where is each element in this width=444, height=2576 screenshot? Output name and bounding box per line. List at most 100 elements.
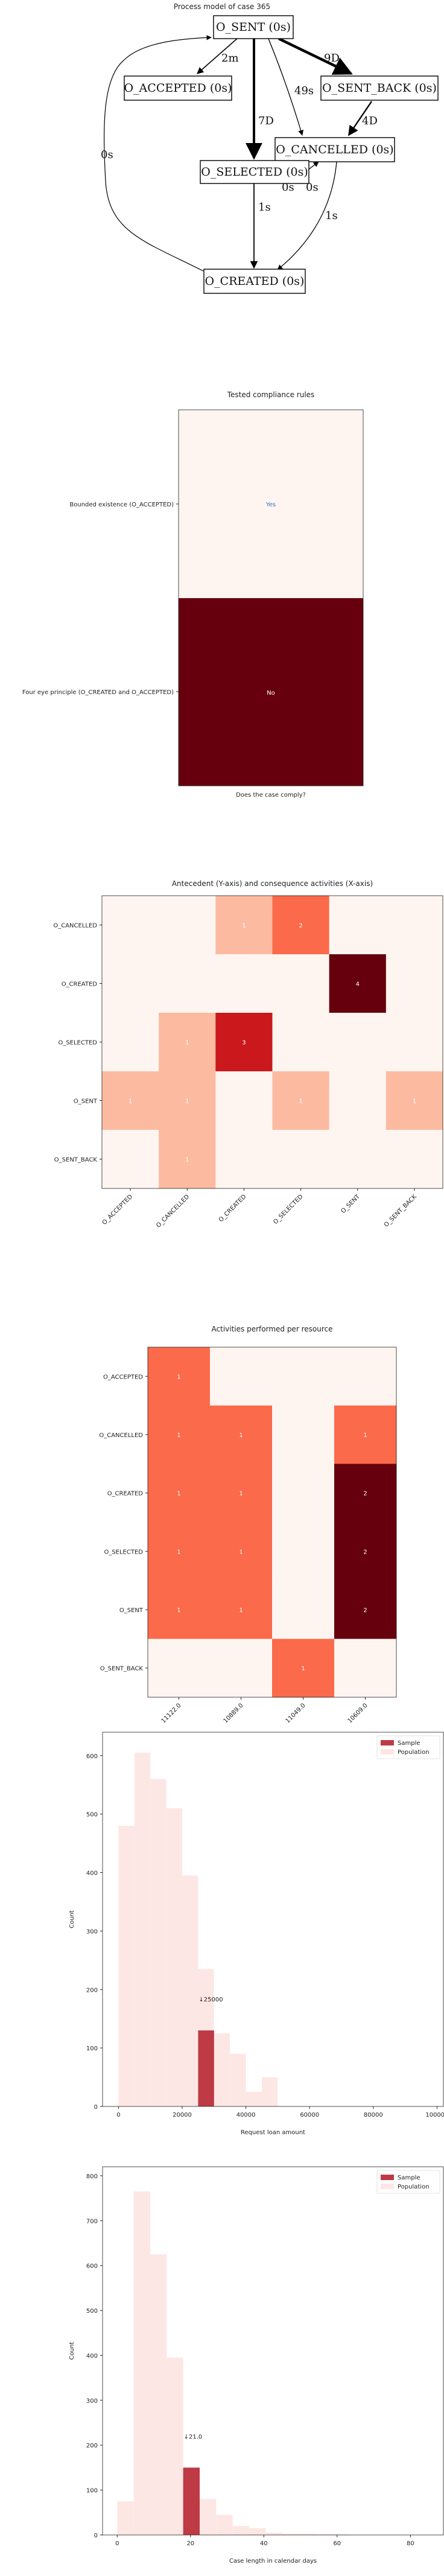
heatmap-x-tick-label: O_ACCEPTED: [101, 1193, 135, 1226]
population-bar: [216, 2514, 233, 2535]
y-tick-label: 200: [86, 1987, 98, 1994]
x-tick-label: 40: [260, 2540, 268, 2547]
heatmap-cell: [385, 1013, 443, 1072]
heatmap-cell-value: 1: [301, 1666, 305, 1672]
node-o-sent: O_SENT (0s): [213, 15, 294, 39]
heatmap-cell: [215, 1013, 273, 1072]
heatmap-cell-value: 2: [363, 1549, 367, 1555]
population-bar: [182, 1875, 198, 2106]
process-model-chart: Process model of case 365 2m 9D 7D 49s 4…: [101, 2, 439, 294]
y-axis-label: Count: [69, 1910, 75, 1928]
node-o-created: O_CREATED (0s): [203, 269, 306, 294]
edge-cancelled-created: 1s: [277, 161, 338, 270]
heatmap-cell-value: 4: [356, 981, 360, 988]
heatmap-cell: [215, 1130, 273, 1189]
node-o-selected: O_SELECTED (0s): [200, 160, 309, 184]
heatmap-y-tick-label: O_ACCEPTED: [103, 1374, 143, 1380]
heatmap-cell-value: 1: [239, 1607, 243, 1614]
compliance-x-label: Does the case comply?: [236, 792, 306, 799]
heatmap-cell: [272, 1405, 335, 1464]
x-tick-label: 0: [116, 2112, 120, 2119]
heatmap-cell-value: 3: [242, 1040, 246, 1047]
heatmap-y-tick-label: O_SENT: [74, 1098, 98, 1105]
heatmap-cell-value: 1: [239, 1549, 243, 1555]
heatmap-cell: [272, 1013, 330, 1072]
chart-resource-title: Activities performed per resource: [212, 1325, 333, 1333]
legend-swatch-population: [381, 1749, 394, 1755]
heatmap-cell: [272, 1071, 330, 1130]
svg-text:4D: 4D: [362, 115, 378, 127]
heatmap-cell-value: 1: [299, 1098, 302, 1105]
edge-selected-created: 1s: [250, 183, 271, 269]
heatmap-cell: [210, 1580, 273, 1639]
y-tick-label: 400: [86, 2353, 98, 2359]
x-tick-label: 80000: [364, 2112, 383, 2119]
heatmap-cell: [102, 1013, 159, 1072]
population-bar: [166, 2358, 183, 2535]
y-tick-label: 100: [86, 2488, 98, 2495]
y-tick-label: 500: [86, 2308, 98, 2315]
heatmap-x-tick-label: O_SENT: [340, 1193, 361, 1215]
population-bar: [282, 2533, 299, 2535]
heatmap-cell: [272, 1130, 330, 1189]
heatmap-cell-value: 2: [363, 1491, 367, 1497]
compliance-title: Tested compliance rules: [227, 391, 315, 399]
population-bar: [232, 2526, 250, 2535]
heatmap-cell: [215, 1071, 273, 1130]
heatmap-cell-value: 2: [363, 1607, 367, 1614]
population-bar: [299, 2533, 316, 2535]
svg-text:O_ACCEPTED (0s): O_ACCEPTED (0s): [124, 81, 232, 95]
heatmap-cell: [102, 954, 159, 1013]
x-tick-label: 60000: [300, 2112, 319, 2119]
legend-swatch-population: [381, 2184, 394, 2189]
x-tick-label: 40000: [236, 2112, 256, 2119]
heatmap-x-tick-label: O_SENT_BACK: [383, 1193, 418, 1228]
heatmap-cell-value: 1: [413, 1098, 416, 1105]
x-tick-label: 20000: [173, 2112, 192, 2119]
x-tick-label: 20: [186, 2540, 194, 2547]
heatmap-cell: [334, 1347, 397, 1406]
heatmap-cell-value: 1: [128, 1098, 132, 1105]
node-o-accepted: O_ACCEPTED (0s): [124, 75, 232, 101]
heatmap-cell: [102, 1071, 159, 1130]
heatmap-cell: [385, 896, 443, 955]
legend-label-sample: Sample: [398, 2175, 420, 2181]
x-tick-label: 0: [115, 2540, 119, 2547]
y-tick-label: 600: [86, 2263, 98, 2270]
sample-bar: [183, 2467, 200, 2535]
svg-text:9D: 9D: [324, 52, 340, 65]
svg-text:1s: 1s: [258, 201, 271, 214]
heatmap-y-tick-label: O_SENT_BACK: [100, 1666, 144, 1672]
heatmap-cell: [148, 1522, 211, 1581]
heatmap-cell-value: 1: [239, 1432, 243, 1439]
heatmap-cell: [148, 1405, 211, 1464]
y-tick-label: 700: [86, 2218, 98, 2225]
heatmap-y-tick-label: O_SENT: [119, 1607, 144, 1614]
heatmap-cell: [334, 1639, 397, 1698]
heatmap-cell: [210, 1522, 273, 1581]
heatmap-cell: [385, 954, 443, 1013]
heatmap-cell: [148, 1464, 211, 1523]
heatmap-cell: [329, 896, 387, 955]
heatmap-y-tick-label: O_CREATED: [107, 1491, 144, 1497]
heatmap-cell: [334, 1405, 397, 1464]
legend-label-sample: Sample: [398, 1740, 420, 1747]
heatmap-x-tick-label: 10889.0: [223, 1702, 245, 1724]
edge-sent-selected: 7D: [246, 39, 274, 160]
heatmap-cell: [102, 1130, 159, 1189]
heatmap-cell: [329, 1130, 387, 1189]
node-o-sent-back: O_SENT_BACK (0s): [320, 75, 439, 101]
heatmap-cell: [159, 954, 216, 1013]
compliance-cell-1: [179, 598, 363, 786]
population-bar: [199, 2499, 217, 2535]
edge-sent-accepted: 2m: [197, 38, 239, 74]
y-tick-label: 0: [94, 2104, 98, 2111]
heatmap-y-tick-label: O_SENT_BACK: [54, 1157, 98, 1164]
svg-text:0s: 0s: [282, 181, 294, 194]
compliance-value-1: No: [267, 690, 275, 697]
edge-sent-sentback: 9D: [278, 37, 353, 75]
svg-text:1s: 1s: [325, 209, 338, 222]
heatmap-y-tick-label: O_CANCELLED: [99, 1432, 143, 1439]
population-bar: [331, 2534, 349, 2535]
heatmap-cell: [334, 1580, 397, 1639]
